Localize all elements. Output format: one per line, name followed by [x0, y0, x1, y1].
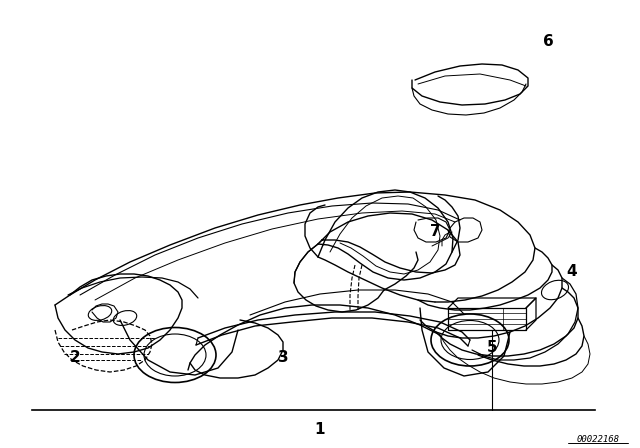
Text: 1: 1: [315, 422, 325, 438]
Text: 4: 4: [566, 264, 577, 280]
Text: 5: 5: [486, 340, 497, 356]
Text: 2: 2: [70, 350, 81, 366]
Text: 6: 6: [543, 34, 554, 49]
Text: 7: 7: [429, 224, 440, 240]
Text: 3: 3: [278, 350, 288, 366]
Text: 00022168: 00022168: [577, 435, 620, 444]
